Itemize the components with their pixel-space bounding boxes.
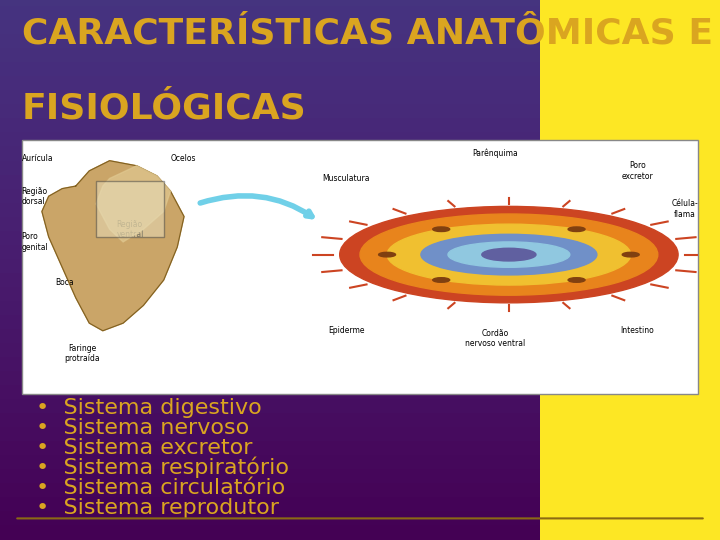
Ellipse shape	[379, 252, 395, 257]
Text: •  Sistema digestivo: • Sistema digestivo	[36, 397, 262, 418]
Ellipse shape	[482, 248, 536, 261]
Text: Cordão
nervoso ventral: Cordão nervoso ventral	[465, 329, 526, 348]
Text: •  Sistema circulatório: • Sistema circulatório	[36, 477, 285, 498]
Ellipse shape	[568, 278, 585, 282]
Text: Ocelos: Ocelos	[171, 154, 196, 163]
Text: Musculatura: Musculatura	[323, 174, 370, 183]
Ellipse shape	[568, 227, 585, 232]
Text: •  Sistema nervoso: • Sistema nervoso	[36, 417, 249, 438]
FancyBboxPatch shape	[22, 140, 698, 394]
Ellipse shape	[433, 278, 450, 282]
Text: Região
ventral: Região ventral	[117, 220, 144, 239]
Text: CARACTERÍSTICAS ANATÔMICAS E: CARACTERÍSTICAS ANATÔMICAS E	[22, 16, 713, 50]
Text: Intestino: Intestino	[621, 326, 654, 335]
Ellipse shape	[360, 214, 658, 295]
Text: •  Sistema excretor: • Sistema excretor	[36, 437, 253, 458]
Text: Região
dorsal: Região dorsal	[22, 186, 48, 206]
Text: Célula-
flama: Célula- flama	[672, 199, 698, 219]
Text: Aurícula: Aurícula	[22, 154, 53, 163]
Ellipse shape	[421, 234, 597, 275]
Polygon shape	[42, 161, 184, 330]
Bar	[96, 181, 163, 237]
Ellipse shape	[387, 224, 631, 285]
Ellipse shape	[340, 206, 678, 303]
Text: Boca: Boca	[55, 278, 74, 287]
Text: Poro
genital: Poro genital	[22, 232, 48, 252]
Text: Faringe
protraída: Faringe protraída	[65, 344, 100, 363]
Ellipse shape	[448, 242, 570, 267]
Text: FISIOLÓGICAS: FISIOLÓGICAS	[22, 92, 306, 126]
Polygon shape	[96, 166, 171, 242]
Ellipse shape	[622, 252, 639, 257]
Text: •  Sistema reprodutor: • Sistema reprodutor	[36, 497, 279, 518]
Ellipse shape	[433, 227, 450, 232]
Text: Parênquima: Parênquima	[472, 148, 518, 158]
Text: •  Sistema respiratório: • Sistema respiratório	[36, 457, 289, 478]
Text: Poro
excretor: Poro excretor	[621, 161, 653, 180]
Text: Epiderme: Epiderme	[328, 326, 365, 335]
